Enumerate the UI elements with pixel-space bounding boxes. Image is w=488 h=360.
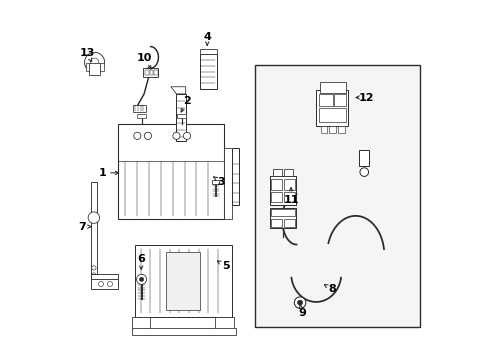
Bar	[316, 90, 348, 126]
Circle shape	[297, 300, 302, 305]
Bar	[271, 210, 294, 216]
Text: 11: 11	[283, 195, 298, 205]
Bar	[100, 63, 103, 71]
Bar	[177, 114, 185, 118]
Bar	[224, 148, 231, 220]
Bar	[284, 192, 294, 202]
Bar	[131, 328, 235, 335]
Bar	[85, 63, 89, 71]
Bar	[269, 208, 296, 228]
Text: 1: 1	[98, 168, 106, 178]
Bar	[145, 69, 148, 75]
Bar	[284, 179, 294, 190]
Circle shape	[144, 132, 151, 139]
Bar	[319, 108, 346, 122]
Bar	[176, 94, 185, 140]
Bar	[89, 63, 100, 75]
Bar	[271, 219, 282, 226]
Circle shape	[359, 168, 368, 176]
Bar	[269, 176, 296, 205]
Bar	[132, 317, 149, 329]
Bar	[333, 94, 346, 107]
Circle shape	[90, 58, 99, 67]
Bar	[214, 317, 233, 329]
Bar	[212, 180, 219, 184]
Bar	[329, 126, 335, 133]
Circle shape	[92, 273, 96, 277]
Bar	[133, 105, 145, 112]
Circle shape	[173, 132, 180, 139]
Text: 12: 12	[358, 93, 373, 103]
Bar	[284, 219, 294, 226]
Bar	[91, 182, 97, 280]
Text: 4: 4	[203, 32, 211, 41]
Bar	[359, 149, 368, 166]
Bar	[199, 54, 217, 89]
Bar	[284, 168, 292, 176]
Bar	[149, 69, 153, 75]
Text: 10: 10	[136, 53, 151, 63]
Text: 6: 6	[137, 254, 145, 264]
Bar	[271, 192, 282, 202]
Circle shape	[139, 277, 143, 282]
Text: 9: 9	[297, 308, 305, 318]
Bar	[143, 68, 158, 77]
Bar	[255, 65, 419, 327]
Text: 5: 5	[222, 261, 229, 271]
Text: 8: 8	[328, 284, 336, 294]
Bar	[91, 279, 118, 289]
Bar	[338, 126, 344, 133]
Bar	[320, 126, 326, 133]
Bar	[154, 69, 158, 75]
Circle shape	[107, 282, 112, 287]
Text: 13: 13	[80, 48, 95, 58]
Text: 2: 2	[183, 96, 191, 106]
Bar	[319, 82, 345, 93]
Polygon shape	[171, 87, 185, 94]
Circle shape	[294, 297, 305, 309]
Bar	[319, 94, 332, 107]
Circle shape	[183, 132, 190, 139]
Circle shape	[133, 132, 141, 139]
Circle shape	[88, 212, 100, 224]
Bar	[166, 252, 200, 310]
Circle shape	[92, 266, 96, 270]
Bar	[271, 179, 282, 190]
Text: 3: 3	[217, 177, 224, 187]
Bar	[231, 148, 239, 205]
Circle shape	[136, 274, 146, 284]
Bar	[273, 168, 282, 176]
Bar	[118, 125, 224, 220]
Bar	[137, 114, 145, 118]
Bar	[135, 245, 231, 317]
Text: 7: 7	[79, 222, 86, 231]
Bar	[91, 274, 118, 280]
Circle shape	[99, 282, 103, 287]
Polygon shape	[199, 49, 217, 54]
Circle shape	[84, 52, 104, 72]
